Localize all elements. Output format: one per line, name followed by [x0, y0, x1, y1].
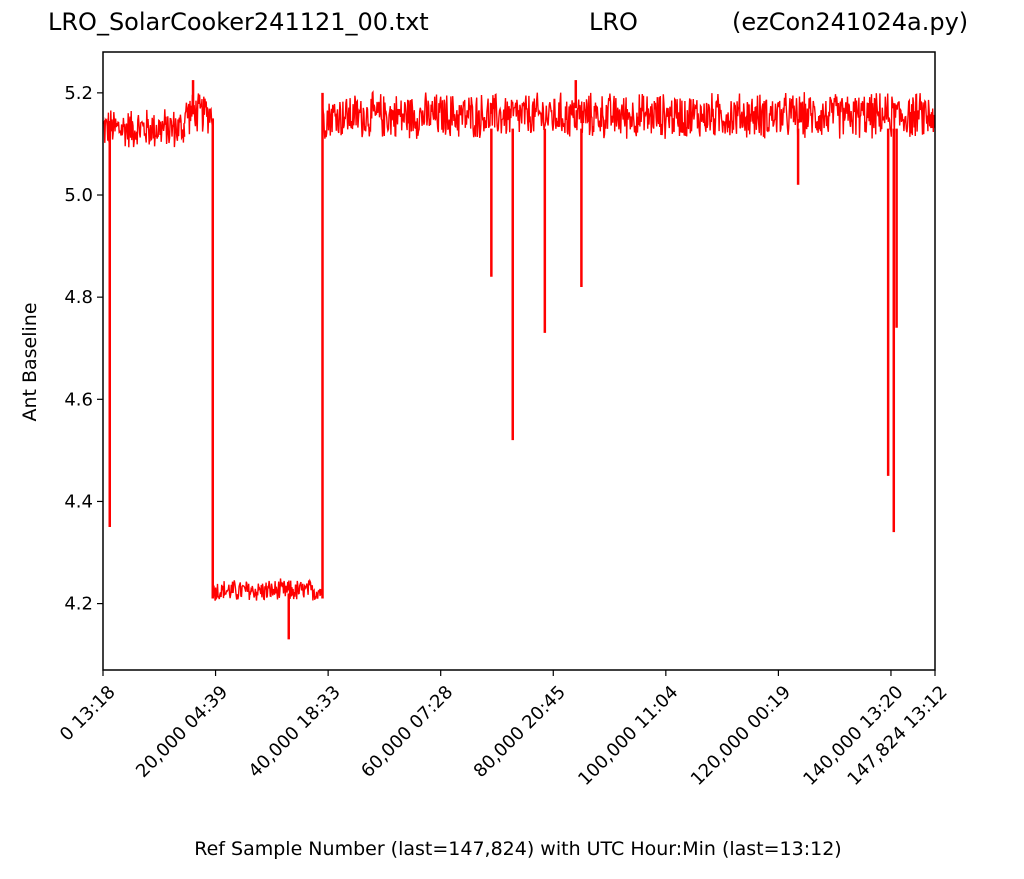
y-tick-label: 5.0	[64, 185, 93, 206]
series-segment-2	[183, 93, 213, 135]
x-axis: 0 13:18 20,000 04:39 40,000 18:33 60,000 07…	[56, 670, 952, 790]
y-axis: 4.2 4.4 4.6 4.8 5.0 5.2	[64, 83, 103, 615]
series-segment-1	[102, 109, 186, 148]
x-tick-label: 60,000 07:28	[357, 682, 457, 782]
series-segment-4	[321, 90, 936, 139]
y-tick-label: 4.8	[64, 287, 93, 308]
plot-area	[102, 80, 936, 640]
chart-title-script: (ezCon241024a.py)	[732, 8, 969, 36]
x-tick-label: 120,000 00:19	[687, 682, 795, 790]
y-tick-label: 5.2	[64, 83, 93, 104]
x-axis-label: Ref Sample Number (last=147,824) with UT…	[194, 838, 842, 860]
x-tick-label: 100,000 11:04	[574, 682, 682, 790]
y-tick-label: 4.6	[64, 389, 93, 410]
x-tick-label: 80,000 20:45	[470, 682, 570, 782]
y-tick-label: 4.4	[64, 491, 93, 512]
chart-title-filename: LRO_SolarCooker241121_00.txt	[48, 8, 429, 36]
x-tick-label: 0 13:18	[56, 682, 120, 746]
y-axis-label: Ant Baseline	[19, 302, 41, 422]
x-tick-label: 20,000 04:39	[132, 682, 232, 782]
y-tick-label: 4.2	[64, 594, 93, 615]
x-tick-label: 40,000 18:33	[245, 682, 345, 782]
chart-title-station: LRO	[589, 8, 638, 36]
plot-frame	[102, 51, 936, 671]
series-segment-3	[212, 578, 323, 601]
